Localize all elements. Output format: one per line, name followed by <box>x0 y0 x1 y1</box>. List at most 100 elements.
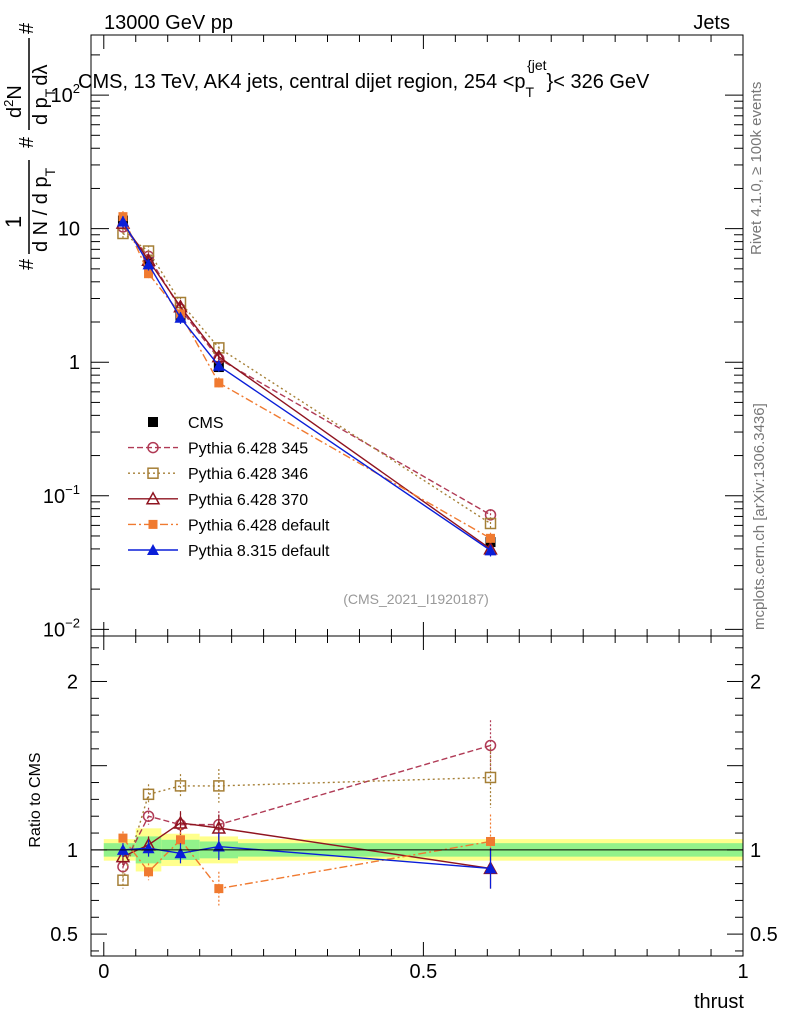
y-tick-label-base: 10 <box>43 486 65 508</box>
legend-label: Pythia 6.428 346 <box>188 466 308 483</box>
y-tick-label: 10 <box>58 219 80 241</box>
x-tick-label: 0.5 <box>409 961 437 983</box>
series-point-ratio <box>174 847 187 859</box>
series-point-main <box>484 544 497 556</box>
ylabel-N: N <box>4 85 26 99</box>
legend-item: Pythia 6.428 default <box>128 517 330 534</box>
analysis-tag: (CMS_2021_I1920187) <box>343 591 489 607</box>
series-point-ratio <box>211 820 227 834</box>
legend-label: Pythia 8.315 default <box>188 543 330 560</box>
series-point-ratio <box>173 815 188 829</box>
series-point-ratio <box>142 810 155 822</box>
svg-text:Ratio to CMS: Ratio to CMS <box>27 752 44 847</box>
series-line-main <box>122 216 491 539</box>
series-line-ratio <box>122 744 491 868</box>
legend-item: Pythia 6.428 345 <box>128 441 308 458</box>
rivet-label: Rivet 4.1.0, ≥ 100k events <box>748 82 765 255</box>
series-point-ratio <box>174 780 187 792</box>
svg-text:d pTdλ: d pTdλ <box>30 65 58 126</box>
series-point-ratio <box>117 874 129 886</box>
chart-title: CMS, 13 TeV, AK4 jets, central dijet reg… <box>78 57 650 100</box>
series-line-ratio <box>122 776 491 881</box>
ylabel-d: d <box>4 107 26 118</box>
legend-marker <box>148 519 158 529</box>
energy-label: 13000 GeV pp <box>104 12 233 34</box>
legend-label: Pythia 6.428 370 <box>188 492 308 509</box>
series-point-main <box>486 533 496 543</box>
ylabel-denominator-1: d N / d p <box>30 176 52 252</box>
y-tick-label-exp: −1 <box>65 482 80 497</box>
svg-text:#: # <box>16 136 38 148</box>
chart-title-sub: T <box>526 84 535 100</box>
series-point-ratio <box>486 836 496 846</box>
category-label: Jets <box>693 12 730 34</box>
series-point-ratio <box>144 867 154 877</box>
main-y-axis-title: # 1 d N / d pT # d2N d pTdλ # <box>1 22 58 270</box>
svg-text:#: # <box>16 22 38 34</box>
legend-item: Pythia 6.428 370 <box>128 491 308 509</box>
y-tick-label: 10−1 <box>43 482 80 508</box>
ylabel-sup-2: 2 <box>1 100 16 107</box>
chart-title-main: CMS, 13 TeV, AK4 jets, central dijet reg… <box>78 71 526 93</box>
chart-title-end: }< 326 GeV <box>547 71 651 93</box>
mcplots-label: mcplots.cern.ch [arXiv:1306.3436] <box>751 403 768 630</box>
ylabel-hash-1: # <box>16 258 38 270</box>
ratio-y-tick-label-right: 2 <box>750 671 761 693</box>
ylabel-sub-T1: T <box>42 167 58 176</box>
ratio-y-tick-label-right: 1 <box>750 840 761 862</box>
ratio-y-tick-label: 0.5 <box>50 924 78 946</box>
y-tick-label-exp: −2 <box>65 615 80 630</box>
y-tick-label: 1 <box>69 352 80 374</box>
series-point-ratio <box>484 771 497 784</box>
series-point-main <box>142 258 155 270</box>
ratio-y-tick-label-right: 0.5 <box>750 924 778 946</box>
svg-text:d N / d pT: d N / d pT <box>30 167 58 252</box>
legend-item-cms: CMS <box>148 415 224 432</box>
legend-label-cms: CMS <box>188 415 224 432</box>
svg-text:1: 1 <box>1 216 26 228</box>
series-point-ratio <box>212 840 225 852</box>
y-tick-label-base: 1 <box>69 352 80 374</box>
y-tick-label: 10−2 <box>43 615 80 641</box>
series-point-ratio <box>484 862 497 874</box>
ylabel-hash-3: # <box>16 22 38 34</box>
series-point-main <box>174 311 187 323</box>
legend-label: Pythia 6.428 345 <box>188 441 308 458</box>
x-tick-label: 1 <box>737 961 748 983</box>
series-point-ratio <box>214 884 224 894</box>
ylabel-sub-T2: T <box>42 88 58 97</box>
ylabel-numerator-1: 1 <box>1 216 26 228</box>
ylabel-hash-2: # <box>16 136 38 148</box>
series-point-ratio <box>175 835 185 845</box>
series-point-ratio <box>484 739 497 752</box>
legend-marker <box>147 441 159 454</box>
y-tick-label-exp: 2 <box>73 81 80 96</box>
legend: CMS Pythia 6.428 345 Pythia 6.428 346 Pythi… <box>128 415 330 560</box>
series-point-main <box>212 359 225 371</box>
ratio-y-axis-title: Ratio to CMS <box>27 752 44 847</box>
y-tick-label-base: 10 <box>51 85 73 107</box>
chart-title-sup: {jet <box>527 57 547 73</box>
legend-item: Pythia 8.315 default <box>128 543 330 560</box>
svg-text:d2N: d2N <box>1 85 26 118</box>
legend-label: Pythia 6.428 default <box>188 517 330 534</box>
rivet-label-wrap: Rivet 4.1.0, ≥ 100k events <box>748 82 765 255</box>
legend-marker <box>145 491 161 505</box>
legend-marker-cms <box>148 417 158 427</box>
ratio-frame <box>90 635 744 957</box>
series-pythia-8-315-default <box>116 215 497 889</box>
mcplots-label-wrap: mcplots.cern.ch [arXiv:1306.3436] <box>751 403 768 630</box>
y-tick-label-base: 10 <box>58 219 80 241</box>
ylabel-dp: d p <box>30 97 52 125</box>
series-point-ratio <box>213 780 225 792</box>
series-point-main <box>144 269 154 279</box>
x-tick-label: 0 <box>98 961 109 983</box>
legend-item: Pythia 6.428 346 <box>128 466 308 483</box>
series-point-ratio <box>142 788 155 801</box>
legend-marker <box>147 467 159 479</box>
series-point-main <box>214 378 224 388</box>
ylabel-dlambda: dλ <box>30 65 52 86</box>
legend-marker <box>147 544 159 555</box>
series-point-ratio <box>142 842 155 854</box>
